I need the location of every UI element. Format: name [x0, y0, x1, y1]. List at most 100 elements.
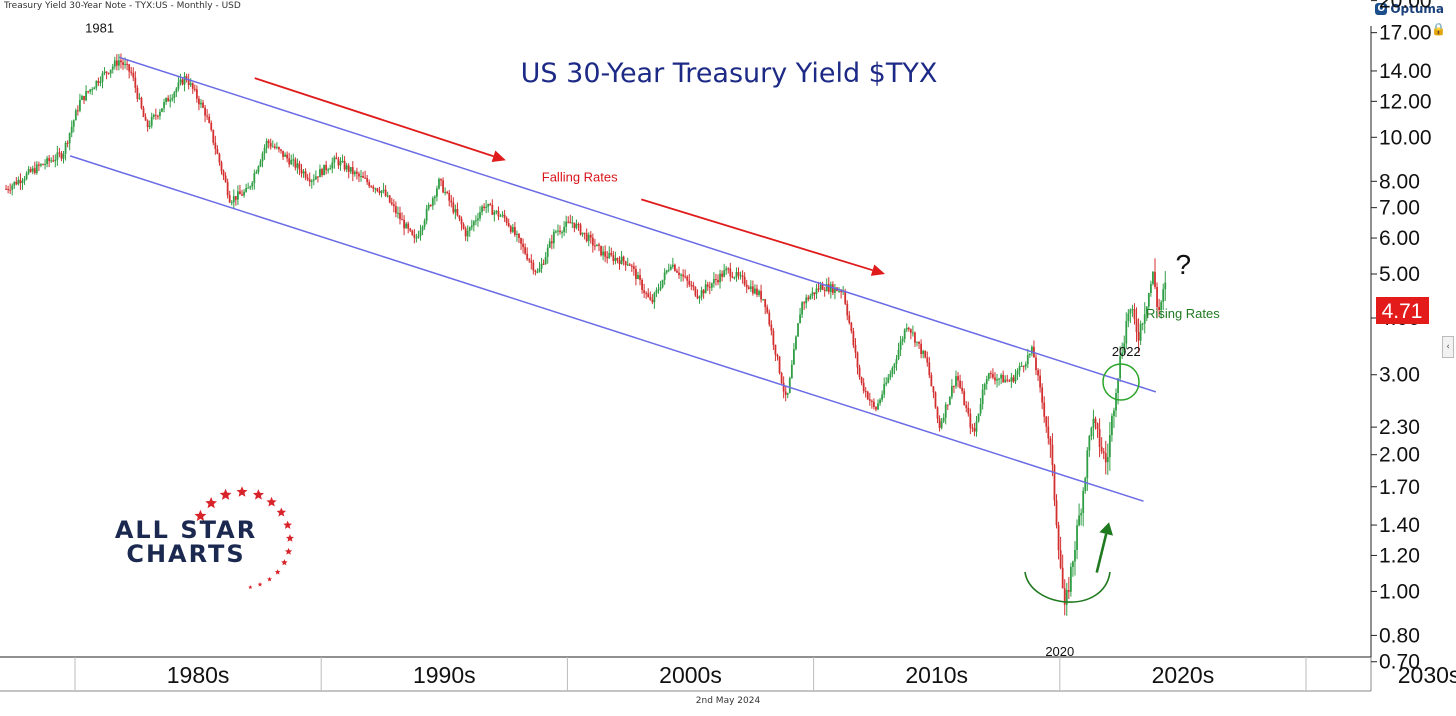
candle-body	[85, 91, 87, 101]
logo-line-2: CHARTS	[126, 540, 245, 568]
collapse-panel-icon[interactable]: ‹	[1442, 336, 1454, 358]
y-tick-label: 2.30	[1379, 416, 1420, 439]
chart-title: US 30-Year Treasury Yield $TYX	[521, 58, 938, 89]
candle-body	[1041, 387, 1044, 403]
red-trend-arrow	[254, 77, 494, 158]
candle-body	[150, 116, 153, 126]
candle-body	[472, 221, 475, 226]
candle-body	[585, 233, 588, 242]
candle-body	[1047, 426, 1050, 439]
candle-body	[786, 392, 789, 395]
candle-body	[124, 63, 126, 65]
candle-body	[1111, 416, 1113, 436]
candle-body	[1084, 478, 1087, 491]
candle-body	[485, 206, 488, 209]
lock-icon[interactable]: 🔒	[1431, 22, 1446, 36]
candle-body	[950, 386, 953, 397]
candle-body	[926, 357, 929, 363]
candle-body	[542, 263, 545, 265]
optuma-brand: O Optuma	[1375, 2, 1444, 16]
candle-body	[793, 349, 795, 365]
candle-body	[924, 350, 927, 358]
bottom-arc	[1024, 571, 1111, 603]
candle-body	[518, 233, 520, 239]
candle-body	[682, 274, 685, 277]
candle-body	[797, 323, 799, 337]
candle-body	[589, 234, 592, 238]
candle-body	[81, 95, 83, 100]
candle-body	[507, 223, 510, 227]
candle-body	[421, 226, 424, 231]
candle-body	[766, 307, 769, 313]
candle-body	[74, 110, 77, 121]
candle-body	[686, 276, 689, 281]
candle-body	[516, 233, 518, 235]
candle-body	[618, 260, 621, 265]
candle-body	[232, 196, 235, 203]
candle-body	[425, 208, 428, 221]
candle-body	[938, 418, 941, 428]
candle-body	[606, 256, 609, 259]
candle-body	[873, 401, 875, 407]
candle-body	[885, 382, 888, 385]
candle-body	[52, 160, 55, 162]
candle-body	[846, 303, 849, 316]
candle-body	[17, 179, 20, 185]
candle-body	[639, 275, 641, 280]
candle-body	[552, 231, 555, 244]
candle-body	[922, 350, 925, 355]
candle-body	[745, 284, 748, 288]
candle-body	[83, 95, 85, 101]
candle-body	[577, 224, 580, 226]
candle-body	[372, 186, 375, 189]
candle-body	[669, 266, 672, 270]
candle-body	[1035, 357, 1037, 371]
candle-body	[251, 182, 254, 187]
candle-body	[259, 161, 262, 167]
candle-body	[397, 212, 399, 214]
candle-body	[411, 230, 414, 235]
candle-body	[834, 287, 836, 293]
logo-star-ring	[194, 486, 294, 590]
candle-body	[1147, 293, 1150, 307]
candle-body	[136, 87, 139, 99]
candle-body	[224, 175, 227, 183]
candle-body	[19, 179, 22, 184]
candle-body	[620, 256, 623, 265]
candle-body	[1121, 352, 1124, 356]
candle-body	[497, 210, 500, 217]
candle-body	[237, 191, 239, 200]
candle-body	[854, 345, 857, 353]
candle-body	[392, 204, 395, 207]
candle-body	[321, 169, 323, 176]
candle-body	[95, 80, 98, 88]
candle-body	[831, 284, 834, 293]
candle-body	[1020, 365, 1023, 367]
candle-body	[286, 154, 289, 159]
candle-body	[901, 338, 904, 342]
candle-body	[1092, 418, 1095, 428]
candle-body	[817, 288, 820, 290]
candle-body	[310, 180, 313, 182]
candle-body	[1061, 567, 1064, 589]
candle-body	[799, 314, 801, 324]
candle-body	[374, 188, 377, 190]
candle-body	[230, 202, 233, 204]
channel-upper-line	[119, 56, 1157, 393]
candle-body	[509, 226, 512, 232]
candle-body	[684, 276, 687, 278]
candle-body	[965, 405, 968, 408]
candle-body	[152, 114, 155, 117]
candle-body	[335, 157, 338, 160]
candle-body	[561, 232, 563, 234]
candle-body	[700, 290, 703, 297]
candle-body	[93, 87, 96, 90]
candle-body	[54, 159, 57, 162]
candle-body	[914, 332, 916, 343]
candle-body	[889, 373, 892, 378]
all-star-charts-logo: ALL STAR CHARTS	[115, 486, 294, 590]
candle-body	[298, 163, 301, 170]
candle-body	[692, 285, 695, 288]
candle-body	[1162, 289, 1165, 302]
